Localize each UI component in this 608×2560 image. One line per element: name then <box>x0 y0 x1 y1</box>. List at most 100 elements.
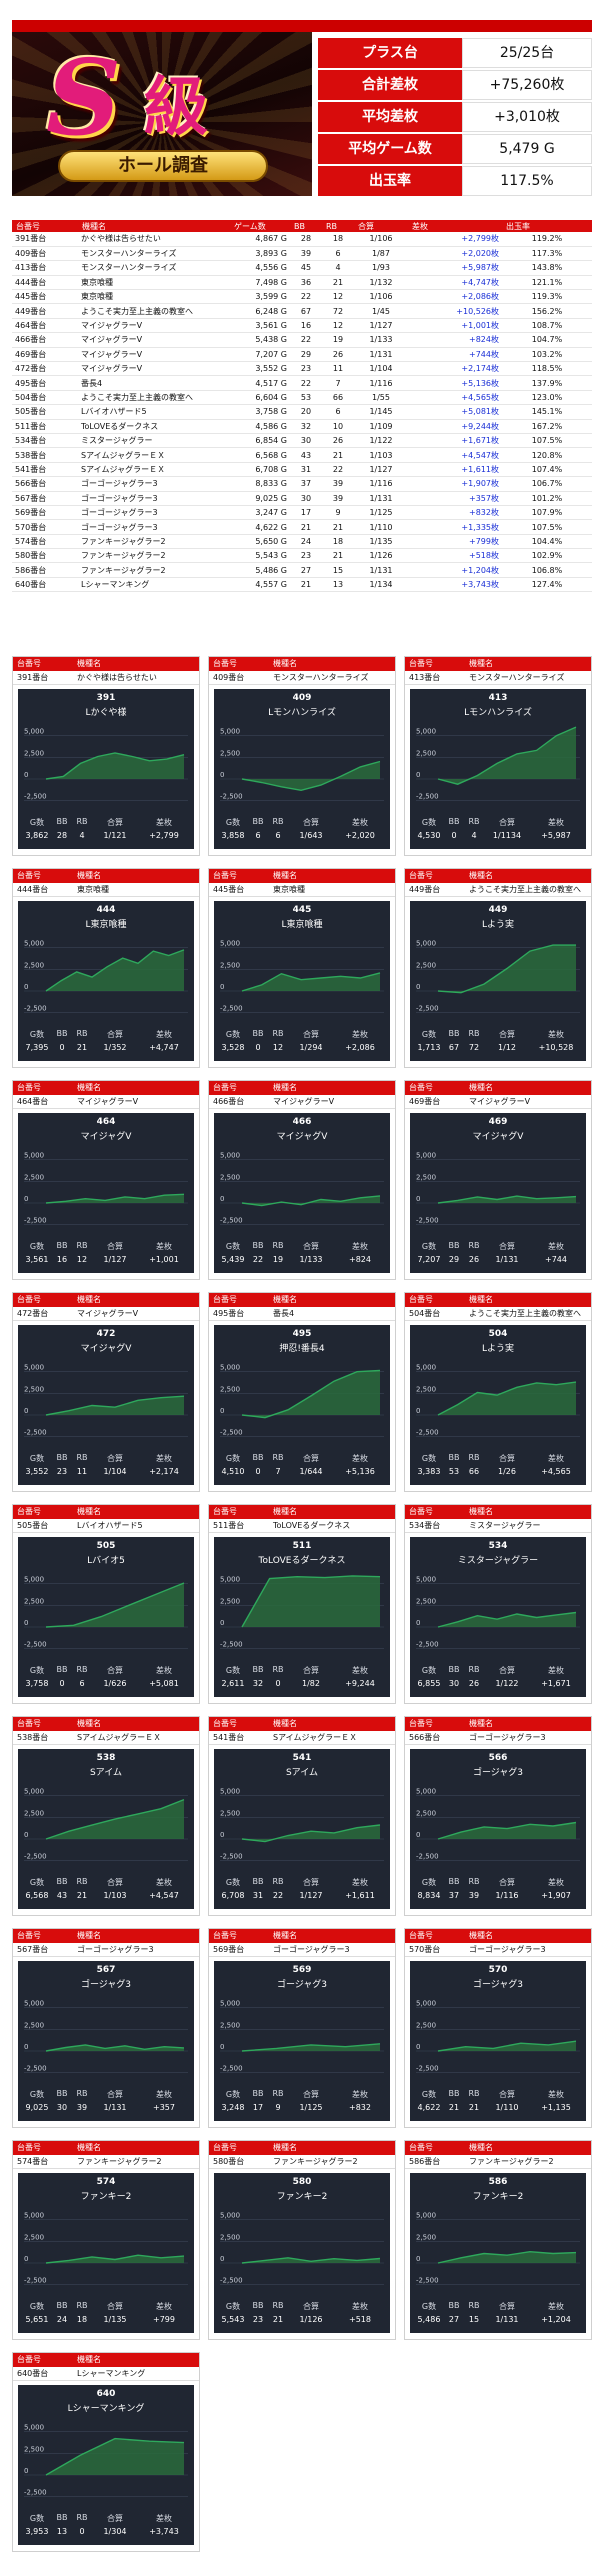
table-row[interactable]: 538番台 SアイムジャグラーＥＸ 6,568 G 43 21 1/103 +4,547枚 1… <box>12 447 592 463</box>
machine-card[interactable]: 台番号 機種名 409番台 モンスターハンターライズ 409 Lモンハンライズ 5,000 2… <box>208 656 396 856</box>
table-row[interactable]: 580番台 ファンキージャグラー2 5,543 G 23 21 1/126 +518枚 102… <box>12 548 592 564</box>
stat-value: +1,671 <box>541 1679 571 1688</box>
table-row[interactable]: 569番台 ゴーゴージャグラー3 3,247 G 17 9 1/125 +832枚 107.9… <box>12 505 592 521</box>
panel-stat-values: 4,622 21 21 1/110 +1,135 <box>414 2103 582 2112</box>
table-cell: 1/127 <box>354 462 408 478</box>
chart-line <box>241 760 381 792</box>
slump-chart-svg: 5,000 2,500 0 -2,500 <box>416 726 580 801</box>
slump-chart: 5,000 2,500 0 -2,500 <box>410 1143 586 1235</box>
table-row[interactable]: 567番台 ゴーゴージャグラー3 9,025 G 30 39 1/131 +357枚 101.… <box>12 491 592 506</box>
machine-card[interactable]: 台番号 機種名 505番台 Lバイオハザード5 505 Lバイオ5 5,000 2,500 0 -… <box>12 1504 200 1704</box>
table-row[interactable]: 586番台 ファンキージャグラー2 5,486 G 27 15 1/131 +1,204枚 1… <box>12 562 592 578</box>
table-row[interactable]: 574番台 ファンキージャグラー2 5,650 G 24 18 1/135 +799枚 104… <box>12 534 592 550</box>
table-row[interactable]: 444番台 東京喰種 7,498 G 36 21 1/132 +4,747枚 121.1% <box>12 275 592 291</box>
card-header: 台番号 機種名 <box>209 1081 395 1095</box>
card-info-row: 445番台 東京喰種 <box>209 883 395 897</box>
summary-row: 出玉率 117.5% <box>318 166 592 196</box>
slump-chart: 5,000 2,500 0 -2,500 <box>410 1567 586 1659</box>
table-row[interactable]: 449番台 ようこそ実力至上主義の教室へ 6,248 G 67 72 1/45 +10,52… <box>12 303 592 319</box>
table-cell: 570番台 <box>12 519 78 535</box>
machine-card[interactable]: 台番号 機種名 445番台 東京喰種 445 L東京喰種 5,000 2,500 0 -2,500… <box>208 868 396 1068</box>
table-row[interactable]: 505番台 Lバイオハザード5 3,758 G 20 6 1/145 +5,081枚 145.… <box>12 404 592 420</box>
table-row[interactable]: 541番台 SアイムジャグラーＥＸ 6,708 G 31 22 1/127 +1,611枚 1… <box>12 462 592 478</box>
machine-card[interactable]: 台番号 機種名 541番台 SアイムジャグラーＥＸ 541 Sアイム 5,000 2,500 0… <box>208 1716 396 1916</box>
panel-stat-values: 3,758 0 6 1/626 +5,081 <box>22 1679 190 1688</box>
machine-card[interactable]: 台番号 機種名 534番台 ミスタージャグラー 534 ミスタージャグラー 5,000 2,5… <box>404 1504 592 1704</box>
machine-card[interactable]: 台番号 機種名 504番台 ようこそ実力至上主義の教室へ 504 Lよう実 5,000 2,5… <box>404 1292 592 1492</box>
machine-card[interactable]: 台番号 機種名 580番台 ファンキージャグラー2 580 ファンキー2 5,000 2,50… <box>208 2140 396 2340</box>
chart-area <box>438 1822 576 1839</box>
card-header-num: 台番号 <box>409 1719 433 1728</box>
table-row[interactable]: 640番台 Lシャーマンキング 4,557 G 21 13 1/134 +3,743枚 127… <box>12 577 592 593</box>
machine-card[interactable]: 台番号 機種名 566番台 ゴーゴージャグラー3 566 ゴージャグ3 5,000 2,500… <box>404 1716 592 1916</box>
chart-y-tick: 2,500 <box>220 1809 240 1817</box>
stat-header: 合算 <box>107 1454 123 1463</box>
card-header: 台番号 機種名 <box>405 657 591 671</box>
machine-card[interactable]: 台番号 機種名 640番台 Lシャーマンキング 640 Lシャーマンキング 5,000 2,5… <box>12 2352 200 2552</box>
card-header: 台番号 機種名 <box>209 1717 395 1731</box>
table-row[interactable]: 409番台 モンスターハンターライズ 3,893 G 39 6 1/87 +2,020枚 11… <box>12 246 592 262</box>
machine-card[interactable]: 台番号 機種名 444番台 東京喰種 444 L東京喰種 5,000 2,500 0 -2,500… <box>12 868 200 1068</box>
table-row[interactable]: 445番台 東京喰種 3,599 G 22 12 1/106 +2,086枚 119.3% <box>12 289 592 305</box>
table-cell: 107.4% <box>502 462 592 478</box>
machine-card[interactable]: 台番号 機種名 449番台 ようこそ実力至上主義の教室へ 449 Lよう実 5,000 2,5… <box>404 868 592 1068</box>
table-row[interactable]: 570番台 ゴーゴージャグラー3 4,622 G 21 21 1/110 +1,335枚 10… <box>12 519 592 535</box>
table-cell: 番長4 <box>78 375 230 391</box>
table-cell: マイジャグラーV <box>78 361 230 377</box>
table-row[interactable]: 391番台 かぐや様は告らせたい 4,867 G 28 18 1/106 +2,799枚 11… <box>12 232 592 247</box>
table-row[interactable]: 534番台 ミスタージャグラー 6,854 G 30 26 1/122 +1,671枚 107… <box>12 433 592 449</box>
table-cell: 1/104 <box>354 361 408 377</box>
table-row[interactable]: 466番台 マイジャグラーV 5,438 G 22 19 1/133 +824枚 104.7% <box>12 332 592 348</box>
machine-card[interactable]: 台番号 機種名 538番台 SアイムジャグラーＥＸ 538 Sアイム 5,000 2,500 0… <box>12 1716 200 1916</box>
table-cell: 21 <box>290 577 322 593</box>
card-machine-name: ゴーゴージャグラー3 <box>469 1945 546 1954</box>
machine-card[interactable]: 台番号 機種名 391番台 かぐや様は告らせたい 391 Lかぐや様 5,000 2,500 0… <box>12 656 200 856</box>
stat-header: 合算 <box>303 2090 319 2099</box>
machine-card[interactable]: 台番号 機種名 495番台 番長4 495 押忍!番長4 5,000 2,500 0 -2,500… <box>208 1292 396 1492</box>
stat-value: 1/82 <box>302 1679 320 1688</box>
stat-header: BB <box>56 2513 68 2522</box>
panel-stat-headers: G数 BB RB 合算 差枚 <box>22 1241 190 1252</box>
machine-card[interactable]: 台番号 機種名 464番台 マイジャグラーV 464 マイジャグV 5,000 2,500 0 -… <box>12 1080 200 1280</box>
table-row[interactable]: 495番台 番長4 4,517 G 22 7 1/116 +5,136枚 137.9% <box>12 375 592 391</box>
table-row[interactable]: 464番台 マイジャグラーV 3,561 G 16 12 1/127 +1,001枚 108.… <box>12 318 592 334</box>
table-cell: 1/45 <box>354 303 408 319</box>
card-machine-num: 538番台 <box>17 1733 49 1742</box>
slump-panel: 445 L東京喰種 5,000 2,500 0 -2,500 G数 BB RB 合算 差枚 3,528… <box>214 901 390 1061</box>
table-row[interactable]: 472番台 マイジャグラーV 3,552 G 23 11 1/104 +2,174枚 118.… <box>12 361 592 377</box>
panel-machine-num: 505 <box>96 1541 116 1551</box>
card-machine-num: 541番台 <box>213 1733 245 1742</box>
chart-y-tick: 0 <box>416 771 420 779</box>
table-cell: 31 <box>290 462 322 478</box>
table-row[interactable]: 504番台 ようこそ実力至上主義の教室へ 6,604 G 53 66 1/55 +4,565… <box>12 390 592 406</box>
machine-card[interactable]: 台番号 機種名 570番台 ゴーゴージャグラー3 570 ゴージャグ3 5,000 2,500… <box>404 1928 592 2128</box>
machine-card[interactable]: 台番号 機種名 466番台 マイジャグラーV 466 マイジャグV 5,000 2,500 0 -… <box>208 1080 396 1280</box>
card-info-row: 574番台 ファンキージャグラー2 <box>13 2155 199 2169</box>
machine-card[interactable]: 台番号 機種名 569番台 ゴーゴージャグラー3 569 ゴージャグ3 5,000 2,500… <box>208 1928 396 2128</box>
card-machine-name: ファンキージャグラー2 <box>273 2157 358 2166</box>
table-cell: 17 <box>290 505 322 521</box>
stat-value: 1,713 <box>417 1043 441 1052</box>
machine-card[interactable]: 台番号 機種名 472番台 マイジャグラーV 472 マイジャグV 5,000 2,500 0 -… <box>12 1292 200 1492</box>
stat-value: 39 <box>76 2103 88 2112</box>
table-cell: 3,552 G <box>230 361 290 377</box>
slump-panel: 472 マイジャグV 5,000 2,500 0 -2,500 G数 BB RB 合算 差枚 3,55… <box>18 1325 194 1485</box>
table-cell: 511番台 <box>12 419 78 434</box>
card-header-name: 機種名 <box>469 1719 493 1728</box>
machine-card[interactable]: 台番号 機種名 586番台 ファンキージャグラー2 586 ファンキー2 5,000 2,50… <box>404 2140 592 2340</box>
machine-card[interactable]: 台番号 機種名 574番台 ファンキージャグラー2 574 ファンキー2 5,000 2,50… <box>12 2140 200 2340</box>
table-cell: 4,586 G <box>230 419 290 434</box>
stat-value: 16 <box>56 1255 68 1264</box>
machine-card[interactable]: 台番号 機種名 567番台 ゴーゴージャグラー3 567 ゴージャグ3 5,000 2,500… <box>12 1928 200 2128</box>
machine-card[interactable]: 台番号 機種名 511番台 ToLOVEるダークネス 511 ToLOVEるダークネス 5,… <box>208 1504 396 1704</box>
table-cell: +1,204枚 <box>408 562 502 578</box>
s-rank-logo: S 級 ホール調査 <box>12 32 312 196</box>
table-cell: 4 <box>322 260 354 276</box>
table-row[interactable]: 469番台 マイジャグラーV 7,207 G 29 26 1/131 +744枚 103.2% <box>12 347 592 363</box>
machine-card[interactable]: 台番号 機種名 413番台 モンスターハンターライズ 413 Lモンハンライズ 5,000 2… <box>404 656 592 856</box>
table-row[interactable]: 566番台 ゴーゴージャグラー3 8,833 G 37 39 1/116 +1,907枚 10… <box>12 476 592 492</box>
table-row[interactable]: 511番台 ToLOVEるダークネス 4,586 G 32 10 1/109 +9,244枚… <box>12 419 592 434</box>
table-row[interactable]: 413番台 モンスターハンターライズ 4,556 G 45 4 1/93 +5,987枚 14… <box>12 260 592 276</box>
machine-card[interactable]: 台番号 機種名 469番台 マイジャグラーV 469 マイジャグV 5,000 2,500 0 -… <box>404 1080 592 1280</box>
stat-header: RB <box>76 2089 88 2098</box>
